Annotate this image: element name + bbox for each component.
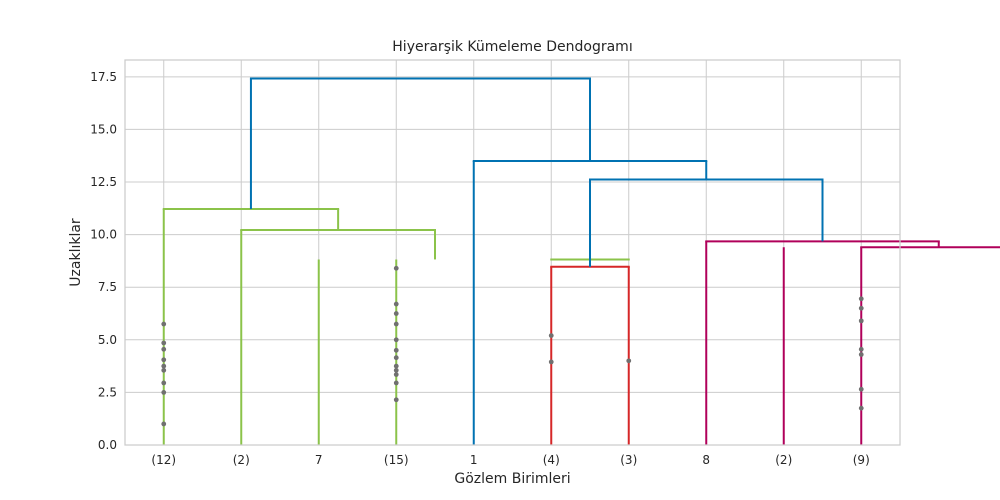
collapsed-point <box>161 390 167 395</box>
collapsed-point <box>393 265 399 271</box>
collapsed-point <box>393 301 399 307</box>
x-tick-labels: (12) (2) 7 (15) 1 (4) (3) 8 (2) (9) <box>151 453 869 467</box>
x-tick-label: (12) <box>151 453 176 467</box>
collapsed-point <box>393 337 399 343</box>
y-tick-label: 7.5 <box>98 280 117 294</box>
collapsed-point <box>858 405 864 411</box>
collapsed-point <box>161 367 167 373</box>
collapsed-point <box>161 363 167 369</box>
collapsed-point <box>858 296 864 302</box>
collapsed-point <box>858 318 864 324</box>
y-tick-label: 12.5 <box>90 175 117 189</box>
collapsed-point <box>858 386 864 392</box>
collapsed-point <box>858 346 864 352</box>
plot-area <box>125 60 900 445</box>
x-tick-label: (2) <box>775 453 792 467</box>
collapsed-point <box>393 347 399 353</box>
y-tick-label: 15.0 <box>90 122 117 136</box>
collapsed-point <box>393 321 399 327</box>
y-tick-label: 17.5 <box>90 70 117 84</box>
x-axis-label: Gözlem Birimleri <box>454 471 570 487</box>
x-tick-label: 7 <box>315 453 323 467</box>
collapsed-point <box>393 363 399 369</box>
x-tick-label: 1 <box>470 453 478 467</box>
y-tick-label: 2.5 <box>98 385 117 399</box>
chart-title: Hiyerarşik Kümeleme Dendogramı <box>392 39 632 55</box>
collapsed-point <box>161 357 167 363</box>
x-tick-label: (15) <box>384 453 409 467</box>
y-tick-label: 5.0 <box>98 333 117 347</box>
collapsed-point <box>393 380 399 386</box>
collapsed-point <box>858 305 864 311</box>
collapsed-point <box>548 359 554 365</box>
y-tick-label: 0.0 <box>98 438 117 452</box>
y-tick-label: 10.0 <box>90 228 117 242</box>
y-tick-labels: 0.0 2.5 5.0 7.5 10.0 12.5 15.0 17.5 <box>90 70 117 452</box>
collapsed-point <box>393 355 399 361</box>
collapsed-point <box>393 372 399 377</box>
collapsed-point <box>626 358 632 364</box>
collapsed-point <box>393 367 399 373</box>
collapsed-point <box>161 346 167 352</box>
x-tick-label: (2) <box>233 453 250 467</box>
y-axis-label: Uzaklıklar <box>68 218 84 287</box>
x-tick-label: (3) <box>620 453 637 467</box>
x-tick-label: (9) <box>853 453 870 467</box>
collapsed-points <box>161 265 864 427</box>
collapsed-point <box>858 352 864 357</box>
collapsed-point <box>161 321 167 327</box>
x-tick-label: (4) <box>543 453 560 467</box>
collapsed-point <box>548 333 554 339</box>
collapsed-point <box>393 397 399 403</box>
collapsed-point <box>161 421 167 427</box>
x-tick-label: 8 <box>702 453 710 467</box>
collapsed-point <box>393 311 399 316</box>
collapsed-point <box>161 340 167 346</box>
plot-frame <box>124 59 901 446</box>
collapsed-point <box>161 380 167 386</box>
